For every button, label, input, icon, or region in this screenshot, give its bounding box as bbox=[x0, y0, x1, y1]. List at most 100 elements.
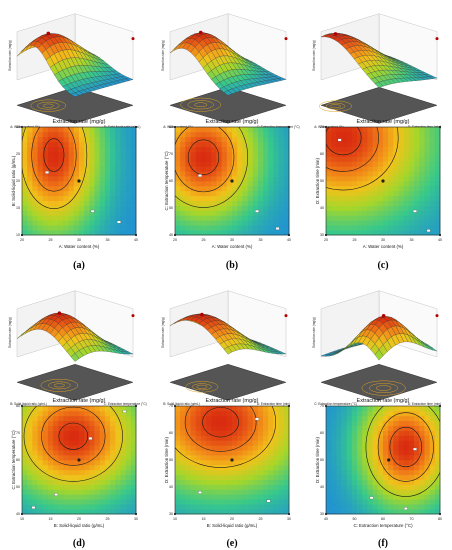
contour-fill-cell bbox=[175, 504, 181, 510]
contour-fill-cell bbox=[68, 200, 75, 206]
contour-fill-cell bbox=[22, 195, 28, 201]
contour-fill-cell bbox=[362, 509, 368, 515]
contour-fill-cell bbox=[429, 185, 436, 192]
contour-fill-cell bbox=[367, 499, 373, 505]
contour-fill-cell bbox=[32, 450, 38, 456]
contour-fill-cell bbox=[252, 464, 259, 471]
contour-fill-cell bbox=[115, 131, 121, 138]
contour-fill-cell bbox=[68, 141, 75, 147]
contour-fill-cell bbox=[408, 176, 415, 182]
contour-fill-cell bbox=[336, 484, 342, 490]
contour-fill-cell bbox=[110, 479, 116, 485]
contour-fill-cell bbox=[398, 410, 405, 417]
contour-fill-cell bbox=[175, 215, 181, 221]
corner-marker bbox=[173, 404, 177, 408]
contour-fill-cell bbox=[63, 420, 69, 426]
contour-fill-cell bbox=[247, 464, 254, 471]
contour-fill-cell bbox=[362, 425, 368, 431]
contour-fill-cell bbox=[206, 479, 212, 485]
contour-fill-cell bbox=[268, 195, 274, 201]
contour-fill-cell bbox=[22, 460, 28, 466]
contour-fill-cell bbox=[32, 220, 38, 226]
contour-fill-cell bbox=[79, 141, 85, 147]
contour-fill-cell bbox=[200, 161, 207, 167]
contour-fill-cell bbox=[42, 410, 49, 417]
contour-fill-cell bbox=[232, 460, 238, 466]
contour-fill-cell bbox=[357, 474, 363, 480]
contour-fill-cell bbox=[336, 215, 342, 221]
contour-fill-cell bbox=[242, 190, 248, 197]
contour-fill-cell bbox=[190, 225, 197, 231]
contour-fill-cell bbox=[89, 210, 95, 216]
contour-fill-cell bbox=[424, 181, 430, 187]
contour-fill-cell bbox=[53, 230, 59, 236]
contour-fill-cell bbox=[27, 176, 33, 182]
contour-fill-cell bbox=[278, 430, 285, 436]
contour-fill-cell bbox=[180, 425, 186, 431]
contour-fill-cell bbox=[237, 445, 243, 451]
contour-fill-cell bbox=[47, 415, 54, 422]
contour-fill-cell bbox=[336, 420, 342, 426]
contour-fill-cell bbox=[268, 190, 274, 197]
contour-fill-cell bbox=[68, 484, 75, 490]
contour-fill-cell bbox=[252, 494, 259, 500]
contour-fill-cell bbox=[429, 200, 436, 206]
contour-fill-cell bbox=[32, 425, 38, 431]
contour-fill-cell bbox=[331, 176, 337, 182]
contour-fill-cell bbox=[362, 151, 368, 157]
contour-fill-cell bbox=[73, 489, 80, 495]
contour-fill-cell bbox=[388, 146, 394, 152]
contour-fill-cell bbox=[110, 131, 116, 138]
contour-fill-cell bbox=[216, 430, 222, 436]
contour-fill-cell bbox=[89, 205, 95, 211]
contour-fill-cell bbox=[372, 136, 379, 143]
contour-fill-cell bbox=[278, 141, 285, 147]
contour-fill-cell bbox=[73, 127, 80, 133]
contour-fill-cell bbox=[190, 190, 197, 197]
contour-fill-cell bbox=[403, 504, 410, 510]
contour-fill-cell bbox=[63, 509, 69, 515]
contour-fill-cell bbox=[216, 205, 222, 211]
center-point bbox=[230, 458, 234, 462]
contour-fill-cell bbox=[398, 220, 405, 226]
contour-fill-cell bbox=[180, 127, 186, 133]
contour-fill-cell bbox=[195, 146, 202, 152]
contour-fill-cell bbox=[257, 504, 264, 510]
contour-fill-cell bbox=[22, 450, 28, 456]
contour-fill-cell bbox=[84, 464, 90, 471]
contour-fill-cell bbox=[393, 440, 399, 446]
contour-fill-cell bbox=[393, 166, 399, 172]
contour-fill-cell bbox=[221, 171, 228, 177]
contour-fill-cell bbox=[42, 494, 49, 500]
contour-fill-cell bbox=[351, 166, 358, 172]
contour-fill-cell bbox=[47, 455, 54, 461]
contour-fill-cell bbox=[257, 494, 264, 500]
contour-fill-cell bbox=[429, 410, 436, 417]
contour-fill-cell bbox=[326, 450, 332, 456]
contour-fill-cell bbox=[226, 156, 233, 162]
contour-fill-cell bbox=[326, 215, 332, 221]
contour-fill-cell bbox=[346, 185, 353, 192]
contour-fill-cell bbox=[331, 166, 337, 172]
corner-marker bbox=[134, 404, 138, 408]
x-tick-label: 20 bbox=[173, 238, 177, 242]
contour-fill-cell bbox=[175, 146, 181, 152]
contour-fill-cell bbox=[175, 406, 181, 412]
contour-fill-cell bbox=[195, 176, 202, 182]
contour-fill-cell bbox=[273, 185, 279, 192]
contour-fill-cell bbox=[429, 479, 436, 485]
contour-fill-cell bbox=[263, 195, 269, 201]
contour-fill-cell bbox=[58, 420, 64, 426]
contour-fill-cell bbox=[278, 171, 285, 177]
contour-fill-cell bbox=[190, 195, 197, 201]
surface-mesh-cell bbox=[223, 90, 233, 96]
contour-fill-cell bbox=[221, 190, 228, 197]
corner-marker bbox=[134, 125, 138, 129]
contour-fill-cell bbox=[346, 176, 353, 182]
contour-fill-cell bbox=[190, 460, 197, 466]
contour-fill-cell bbox=[336, 425, 342, 431]
contour-fill-cell bbox=[419, 225, 425, 231]
contour-fill-cell bbox=[104, 415, 111, 422]
contour-fill-cell bbox=[377, 151, 384, 157]
contour-fill-cell bbox=[434, 225, 441, 231]
